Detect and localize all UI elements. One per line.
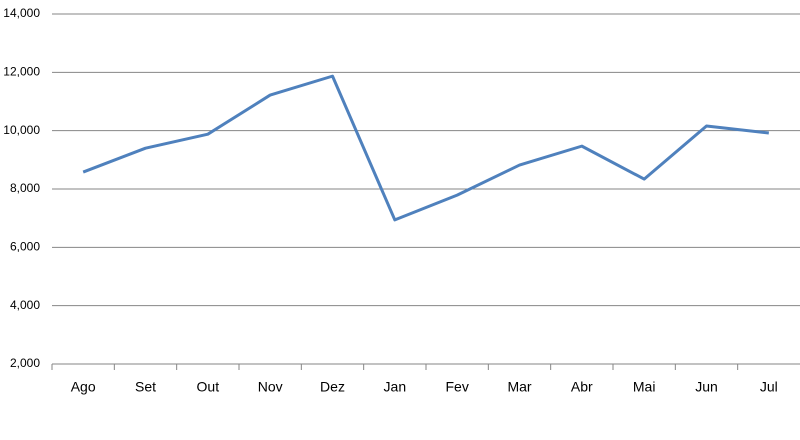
- x-tick-label: Ago: [71, 379, 96, 395]
- y-tick-label: 6,000: [10, 240, 40, 254]
- y-tick-label: 2,000: [10, 356, 40, 370]
- x-tick-label: Nov: [258, 379, 283, 395]
- x-tick-label: Out: [197, 379, 220, 395]
- x-tick-label: Mar: [507, 379, 531, 395]
- x-tick-label: Set: [135, 379, 156, 395]
- x-tick-label: Jul: [760, 379, 778, 395]
- y-tick-label: 14,000: [3, 6, 40, 20]
- x-tick-label: Abr: [571, 379, 593, 395]
- x-tick-label: Jan: [384, 379, 407, 395]
- x-tick-label: Jun: [695, 379, 718, 395]
- y-tick-label: 8,000: [10, 181, 40, 195]
- y-tick-label: 4,000: [10, 298, 40, 312]
- x-tick-label: Fev: [445, 379, 468, 395]
- y-tick-label: 12,000: [3, 65, 40, 79]
- x-tick-label: Dez: [320, 379, 345, 395]
- y-tick-label: 10,000: [3, 123, 40, 137]
- x-tick-label: Mai: [633, 379, 656, 395]
- data-line: [82, 74, 770, 222]
